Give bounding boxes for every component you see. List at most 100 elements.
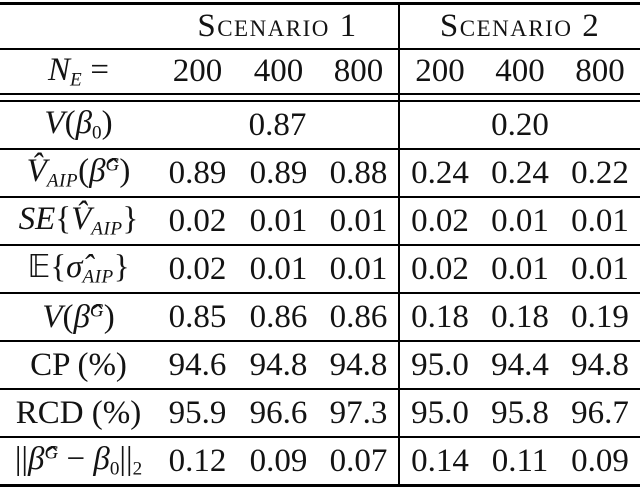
sample-size-value: 800 (319, 49, 400, 95)
row-label-expected-sigma-aip: 𝔼{σ̂AIP} (0, 245, 157, 294)
value-cell: 95.0 (398, 389, 481, 438)
value-cell: 0.18 (398, 293, 481, 342)
value-cell: 0.86 (319, 293, 400, 342)
math-segment: RCD (%) (15, 394, 142, 431)
math-segment: AIP (82, 266, 114, 288)
math-segment: β̂ (89, 153, 106, 190)
math-segment: β̂ (28, 441, 45, 478)
math-segment: ) (101, 105, 113, 142)
math-segment: SE (18, 201, 56, 238)
results-table-body: Scenario 1 Scenario 2 NE = 200 400 800 200 400… (0, 3, 640, 486)
table-row-rcd: RCD (%) 95.9 96.6 97.3 95.0 95.8 96.7 (0, 389, 640, 438)
value-cell: 96.6 (238, 389, 319, 438)
value-cell: 0.89 (238, 149, 319, 198)
value-cell: 0.02 (157, 197, 238, 246)
math-segment: 𝔼 (27, 249, 51, 286)
sample-size-row: NE = 200 400 800 200 400 800 (0, 49, 640, 95)
spacer-cell (157, 94, 400, 102)
value-cell: 94.8 (560, 341, 640, 390)
math-segment: = (82, 51, 110, 88)
math-segment: AIP (91, 218, 123, 240)
value-cell: 0.24 (480, 149, 561, 198)
row-label-vaip-estimate: V̂AIP(β̂G) (0, 149, 157, 198)
value-cell: 0.12 (168, 442, 227, 479)
scenario-header-row: Scenario 1 Scenario 2 (0, 3, 640, 50)
math-segment: V̂ (71, 201, 92, 238)
value-cell: 94.4 (480, 341, 561, 390)
scenario-2-header: Scenario 2 (398, 3, 640, 50)
row-label-rcd: RCD (%) (0, 389, 157, 438)
value-cell: 0.85 (157, 293, 238, 342)
value-cell: 0.89 (157, 149, 238, 198)
value-cell: 95.9 (157, 389, 238, 438)
row-label-l2-norm-error: ||β̂G − β0||2 (0, 437, 157, 486)
math-segment: V̂ (26, 153, 47, 190)
math-segment: ( (64, 105, 76, 142)
math-segment: β (93, 441, 110, 478)
value-cell: 0.07 (329, 442, 388, 479)
math-segment: G (105, 154, 120, 176)
value-cell: 0.88 (319, 149, 400, 198)
math-segment: || (14, 441, 29, 478)
row-label-se-vaip: SE{V̂AIP} (0, 197, 157, 246)
math-segment: G (44, 442, 59, 464)
value-cell: 0.01 (238, 197, 319, 246)
row-label-true-variance: V(β0) (0, 101, 157, 150)
value-cell: 0.09 (249, 442, 308, 479)
sample-size-value: 200 (157, 49, 238, 95)
value-cell: 0.01 (560, 197, 640, 246)
math-segment: { (50, 249, 67, 286)
spacer-cell (0, 94, 157, 102)
spacer-cell (398, 94, 640, 102)
math-segment: ) (119, 153, 131, 190)
value-cell: 0.02 (398, 245, 481, 294)
table-row-l2-norm-error: ||β̂G − β0||2 0.12 0.09 0.07 0.14 0.11 0.09 (0, 437, 640, 486)
value-cell: 0.20 (398, 101, 640, 150)
math-segment: N (47, 51, 70, 88)
math-segment: } (122, 201, 139, 238)
table-row-expected-sigma-aip: 𝔼{σ̂AIP} 0.02 0.01 0.01 0.02 0.01 0.01 (0, 245, 640, 294)
math-segment: E (69, 69, 83, 91)
value-cell: 0.86 (238, 293, 319, 342)
table-row-true-variance: V(β0) 0.87 0.20 (0, 101, 640, 150)
row-label-v-beta-g: V(β̂G) (0, 293, 157, 342)
value-cell: 0.01 (480, 197, 561, 246)
table-row-se-vaip: SE{V̂AIP} 0.02 0.01 0.01 0.02 0.01 0.01 (0, 197, 640, 246)
sample-size-value: 800 (560, 49, 640, 95)
value-cell: 0.19 (560, 293, 640, 342)
math-segment: ( (62, 298, 74, 335)
scenario-1-header: Scenario 1 (157, 3, 400, 50)
sample-size-value: 200 (398, 49, 481, 95)
math-segment: CP (%) (30, 346, 127, 383)
value-cell: 0.01 (319, 197, 400, 246)
value-cell: 96.7 (560, 389, 640, 438)
math-segment: 2 (132, 458, 143, 480)
table-row-v-beta-g: V(β̂G) 0.85 0.86 0.86 0.18 0.18 0.19 (0, 293, 640, 342)
value-cell: 0.01 (560, 245, 640, 294)
value-cell: 0.02 (398, 197, 481, 246)
math-segment: 0 (92, 122, 102, 144)
sample-size-value: 400 (238, 49, 319, 95)
table-row-vaip-estimate: V̂AIP(β̂G) 0.89 0.89 0.88 0.24 0.24 0.22 (0, 149, 640, 198)
value-cell: 0.01 (238, 245, 319, 294)
table-row-coverage-probability: CP (%) 94.6 94.8 94.8 95.0 94.4 94.8 (0, 341, 640, 390)
row-label-coverage-probability: CP (%) (0, 341, 157, 390)
value-cell: 0.14 (398, 437, 481, 486)
value-cell: 0.01 (480, 245, 561, 294)
value-cell: 0.01 (319, 245, 400, 294)
math-segment: β (75, 105, 93, 142)
value-cell: 0.87 (157, 101, 400, 150)
value-cell: 0.09 (571, 442, 629, 479)
math-segment: β̂ (73, 298, 90, 335)
value-cell: 95.0 (398, 341, 481, 390)
corner-cell (0, 3, 157, 50)
value-cell: 95.8 (480, 389, 561, 438)
math-segment: G (89, 299, 104, 321)
value-cell: 97.3 (319, 389, 400, 438)
math-segment: 0 (109, 458, 120, 480)
value-cell: 94.8 (238, 341, 319, 390)
math-segment: ) (103, 298, 115, 335)
value-cell: 0.11 (491, 442, 549, 479)
